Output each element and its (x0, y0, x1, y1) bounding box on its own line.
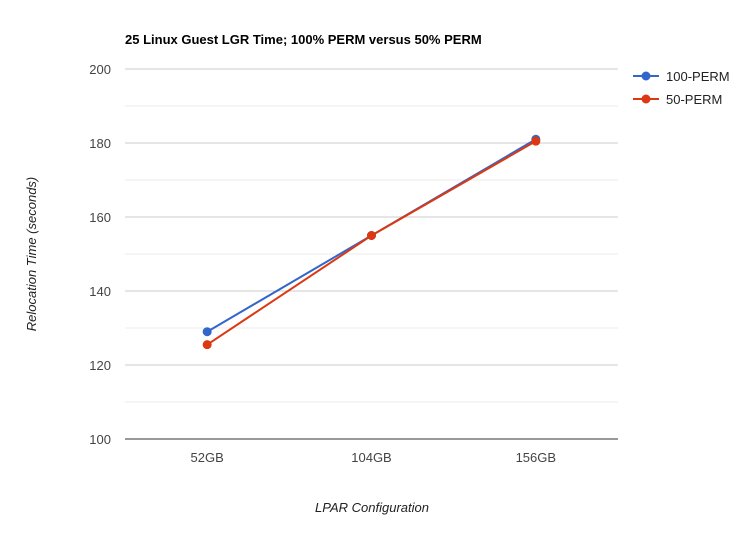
data-point (202, 340, 212, 350)
x-tick-label: 104GB (351, 450, 391, 465)
y-tick-label: 180 (89, 136, 111, 151)
y-tick-label: 200 (89, 62, 111, 77)
legend: 100-PERM 50-PERM (633, 69, 730, 107)
grid-lines (125, 68, 618, 440)
x-axis-title: LPAR Configuration (315, 500, 429, 515)
legend-marker (641, 71, 651, 81)
y-tick-label: 140 (89, 284, 111, 299)
chart-title: 25 Linux Guest LGR Time; 100% PERM versu… (125, 32, 482, 47)
legend-label: 50-PERM (666, 92, 722, 107)
data-point (531, 136, 541, 146)
y-tick-label: 160 (89, 210, 111, 225)
x-axis-ticks: 52GB 104GB 156GB (191, 450, 557, 465)
y-axis-ticks: 100 120 140 160 180 200 (89, 62, 111, 447)
legend-marker (641, 94, 651, 104)
series-layer (202, 134, 541, 350)
legend-item: 50-PERM (633, 92, 722, 107)
x-tick-label: 52GB (191, 450, 224, 465)
series-50-perm (202, 136, 541, 350)
series-line (206, 140, 537, 346)
legend-label: 100-PERM (666, 69, 730, 84)
data-point (202, 327, 212, 337)
y-tick-label: 100 (89, 432, 111, 447)
legend-item: 100-PERM (633, 69, 730, 84)
y-axis-title: Relocation Time (seconds) (24, 177, 39, 332)
y-tick-label: 120 (89, 358, 111, 373)
data-point (367, 231, 376, 240)
x-tick-label: 156GB (516, 450, 556, 465)
